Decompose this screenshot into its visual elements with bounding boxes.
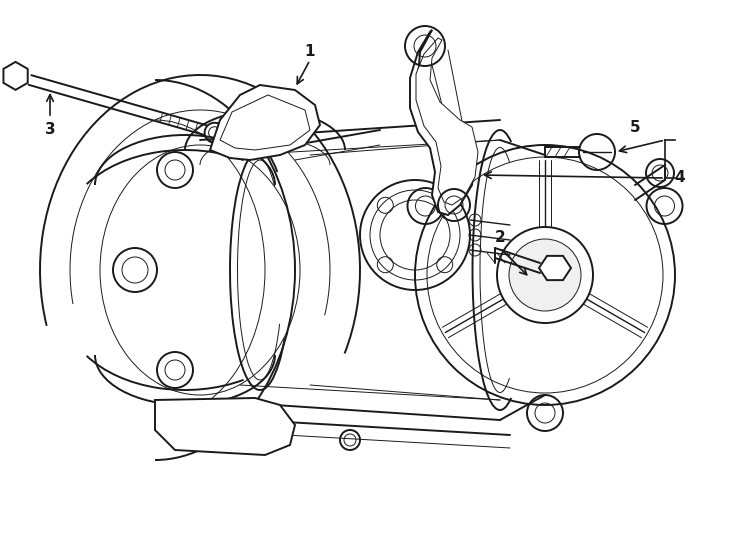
Circle shape — [509, 239, 581, 311]
Text: 1: 1 — [305, 44, 315, 59]
Text: 5: 5 — [630, 120, 640, 136]
Polygon shape — [220, 95, 310, 150]
Polygon shape — [539, 256, 571, 280]
Polygon shape — [4, 62, 28, 90]
Polygon shape — [210, 85, 320, 160]
Polygon shape — [155, 398, 295, 455]
Text: 4: 4 — [675, 171, 686, 186]
Text: 2: 2 — [495, 231, 506, 246]
Text: 3: 3 — [45, 123, 55, 138]
Polygon shape — [416, 38, 478, 205]
Polygon shape — [410, 30, 475, 215]
